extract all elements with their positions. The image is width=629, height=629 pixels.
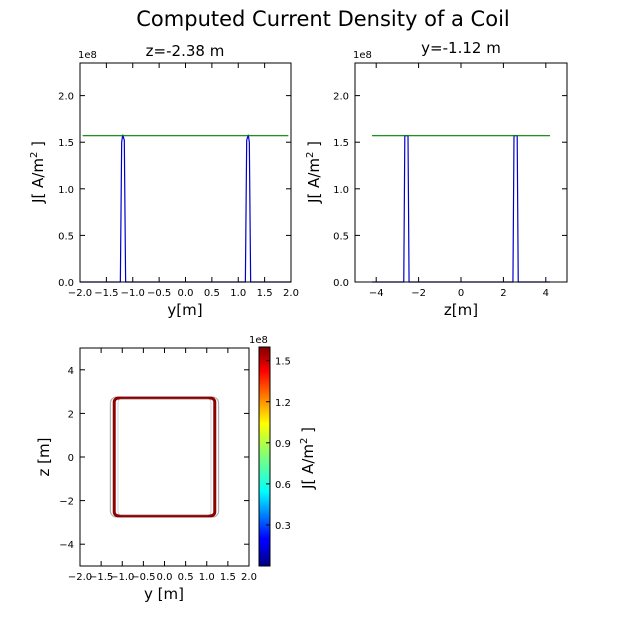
panel-coil-map-ticks: −2.0−1.5−1.0−0.5 0.0 0.5 1.0 1.5 2.0 −4 −2 0 2 4: [59, 348, 257, 583]
y-tick-label: 2: [68, 409, 74, 420]
panel-y-slice-xlabel: z[m]: [444, 301, 478, 319]
panel-y-slice-scale: 1e8: [353, 50, 372, 61]
x-tick-label: 1.5: [257, 288, 273, 299]
x-tick-label: 1.5: [220, 572, 236, 583]
y-tick-label: 0.5: [58, 231, 74, 242]
coil-inner-edge: [117, 398, 212, 516]
panel-z-slice-lines: [80, 134, 291, 283]
colorbar-scale: 1e8: [249, 335, 268, 346]
x-tick-label: 0: [458, 288, 464, 299]
x-tick-label: −0.5: [147, 288, 171, 299]
colorbar-tick-label: 0.3: [275, 521, 291, 532]
panel-y-slice-ticks: −4 −2 0 2 4 0.0 0.5 1.0 1.5 2.0: [333, 63, 567, 299]
x-tick-label: 0.5: [178, 572, 194, 583]
x-tick-label: −4: [369, 288, 384, 299]
panel-z-slice-xlabel: y[m]: [167, 301, 202, 319]
y-tick-label: 0: [68, 453, 74, 464]
coil-outer-edge: [109, 396, 220, 518]
panel-z-slice-ylabel: J[ A/m2 ]: [29, 141, 47, 204]
colorbar-label: J[ A/m2 ]: [299, 427, 317, 490]
series-line-0: [80, 134, 291, 283]
x-tick-label: −2: [411, 288, 426, 299]
panel-coil-map: y [m] z [m] −2.0−1.5−1.0−0.5 0.0 0.5 1.0 1.5…: [35, 347, 257, 603]
panel-y-slice-title: y=-1.12 m: [421, 39, 501, 57]
colorbar-gradient: [258, 346, 271, 567]
x-tick-label: 0.0: [157, 572, 173, 583]
y-tick-label: 2.0: [333, 92, 349, 103]
x-tick-label: −1.5: [89, 572, 113, 583]
colorbar-ticks: 0.3 0.6 0.9 1.2 1.5: [266, 357, 291, 532]
y-tick-label: 0.5: [333, 231, 349, 242]
panel-y-slice: y=-1.12 m 1e8 z[m] J[ A/m2 ] −4 −2 0 2 4 0.0 0…: [305, 39, 568, 319]
panel-y-slice-lines: [371, 135, 551, 283]
colorbar: 1e8 J[ A/m2 ] 0.3 0.6 0.9 1.2 1.5: [249, 335, 317, 567]
x-tick-label: 1.0: [199, 572, 215, 583]
x-tick-label: 2.0: [241, 572, 257, 583]
panel-z-slice-scale: 1e8: [78, 50, 97, 61]
panel-y-slice-ylabel: J[ A/m2 ]: [305, 141, 323, 204]
coil-map: [109, 396, 220, 518]
panel-coil-map-ylabel: z [m]: [35, 438, 53, 477]
x-tick-label: −1.0: [121, 288, 145, 299]
y-tick-label: 1.5: [333, 138, 349, 149]
series-line-0: [371, 135, 551, 283]
panel-z-slice-title: z=-2.38 m: [146, 42, 225, 60]
panel-coil-map-axes: [79, 347, 250, 567]
colorbar-tick-label: 0.9: [275, 439, 291, 450]
y-tick-label: 0.0: [333, 278, 349, 289]
x-tick-label: −2.0: [68, 572, 92, 583]
x-tick-label: −2.0: [68, 288, 92, 299]
colorbar-tick-label: 1.2: [275, 398, 291, 409]
y-tick-label: 1.5: [58, 138, 74, 149]
x-tick-label: 4: [543, 288, 549, 299]
y-tick-label: 2.0: [58, 92, 74, 103]
x-tick-label: 2: [500, 288, 506, 299]
panel-coil-map-xlabel: y [m]: [144, 585, 184, 603]
colorbar-tick-label: 0.6: [275, 480, 291, 491]
panel-z-slice: z=-2.38 m 1e8 y[m] J[ A/m2 ] −2.0 −1.5 −1.…: [29, 42, 299, 319]
panel-y-slice-axes: [354, 62, 568, 283]
panel-z-slice-ticks: −2.0 −1.5 −1.0 −0.5 0.0 0.5 1.0 1.5 2.0 0.0 0.5 1.0…: [58, 63, 299, 299]
x-tick-label: −1.0: [110, 572, 134, 583]
y-tick-label: 0.0: [58, 278, 74, 289]
x-tick-label: −1.5: [94, 288, 118, 299]
y-tick-label: 1.0: [333, 185, 349, 196]
x-tick-label: 0.0: [178, 288, 194, 299]
colorbar-tick-label: 1.5: [275, 357, 291, 368]
y-tick-label: −4: [59, 540, 74, 551]
coil-winding: [112, 396, 217, 518]
y-tick-label: 1.0: [58, 185, 74, 196]
x-tick-label: 0.5: [204, 288, 220, 299]
x-tick-label: 1.0: [230, 288, 246, 299]
y-tick-label: 4: [68, 366, 74, 377]
x-tick-label: −0.5: [131, 572, 155, 583]
x-tick-label: 2.0: [283, 288, 299, 299]
figure-title: Computed Current Density of a Coil: [136, 7, 509, 31]
panel-z-slice-axes: [79, 62, 292, 283]
y-tick-label: −2: [59, 497, 74, 508]
